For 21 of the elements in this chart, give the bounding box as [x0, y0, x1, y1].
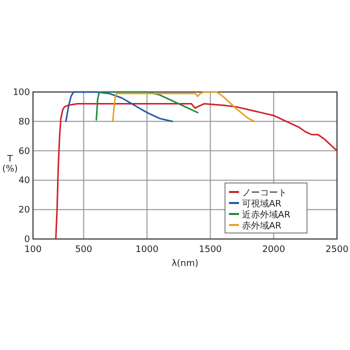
- y-tick-label: 20: [18, 206, 30, 216]
- line-series: [96, 91, 198, 121]
- legend-label: 近赤外域AR: [242, 210, 290, 220]
- x-tick-label: 1000: [136, 245, 159, 255]
- legend-label: 可視域AR: [242, 198, 282, 210]
- x-tick-label: 500: [75, 245, 93, 255]
- y-tick-label: 40: [18, 176, 30, 186]
- legend-label: ノーコート: [242, 188, 287, 198]
- x-tick-label: 2500: [326, 245, 349, 255]
- line-series: [65, 91, 174, 122]
- y-tick-label: 80: [18, 117, 30, 128]
- y-tick-label: 0: [24, 235, 30, 245]
- x-axis-title: λ(nm): [172, 259, 198, 269]
- y-axis-title: T (%): [2, 154, 18, 174]
- x-tick-label: 2000: [262, 245, 286, 255]
- legend-label: 赤外域AR: [242, 220, 282, 232]
- x-tick-label: 1500: [198, 245, 222, 255]
- y-tick-label: 60: [18, 146, 30, 157]
- y-tick-label: 100: [12, 88, 30, 98]
- line-series: [55, 103, 338, 240]
- line-series: [112, 91, 256, 122]
